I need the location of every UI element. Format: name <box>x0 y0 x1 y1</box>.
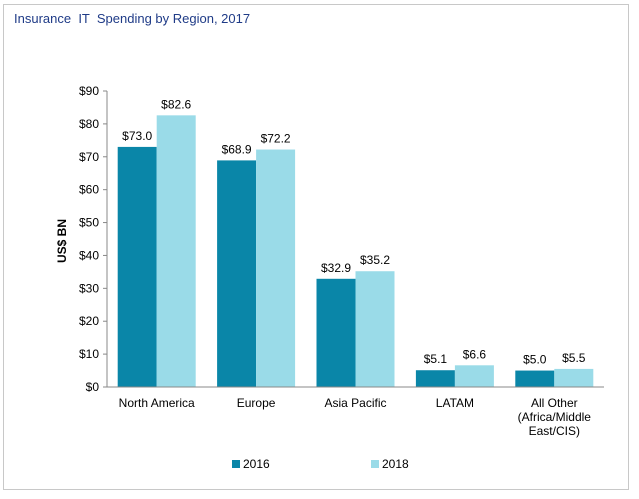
x-tick-label: Asia Pacific <box>324 396 386 410</box>
x-tick-label: North America <box>119 396 195 410</box>
bars: $73.0 $82.6 $68.9 $72.2 $32.9 $35.2 $5.1 $6.6 $5… <box>117 97 594 388</box>
x-tick-label: All Other (Africa/Middle East/CIS) <box>518 396 592 438</box>
legend: 2016 2018 <box>232 457 409 471</box>
y-tick-label: $50 <box>79 216 99 230</box>
bar-2016-1 <box>217 160 257 387</box>
data-label: $5.5 <box>562 351 586 365</box>
data-label: $5.1 <box>424 352 448 366</box>
y-tick-label: $70 <box>79 150 99 164</box>
y-tick-label: $80 <box>79 117 99 131</box>
data-label: $6.6 <box>463 347 487 361</box>
x-axis: North America Europe Asia Pacific LATAM All … <box>107 386 604 438</box>
y-tick-label: $0 <box>86 380 100 394</box>
y-tick-label: $20 <box>79 314 99 328</box>
x-tick-label: Europe <box>237 396 276 410</box>
legend-swatch-2016 <box>232 460 240 468</box>
data-label: $35.2 <box>360 253 390 267</box>
y-axis-label: US$ BN <box>55 219 69 263</box>
x-tick-label: LATAM <box>436 396 474 410</box>
legend-label-2018: 2018 <box>382 457 409 471</box>
bar-2016-4 <box>515 370 555 387</box>
data-label: $68.9 <box>222 142 252 156</box>
bar-2018-1 <box>256 149 296 387</box>
chart-title: Insurance IT Spending by Region, 2017 <box>14 11 251 26</box>
legend-label-2016: 2016 <box>243 457 270 471</box>
y-tick-label: $90 <box>79 84 99 98</box>
bar-2016-3 <box>415 370 455 387</box>
data-label: $72.2 <box>261 132 291 146</box>
y-tick-label: $60 <box>79 183 99 197</box>
y-tick-label: $10 <box>79 347 99 361</box>
bar-2018-3 <box>454 365 494 387</box>
bar-2016-2 <box>316 278 356 387</box>
bar-2016-0 <box>117 146 157 387</box>
y-axis: $0 $10 $20 $30 $40 $50 $60 $70 $80 $90 <box>79 84 108 394</box>
y-tick-label: $30 <box>79 281 99 295</box>
legend-swatch-2018 <box>371 460 379 468</box>
bar-2018-0 <box>156 115 196 388</box>
data-label: $73.0 <box>122 129 152 143</box>
data-label: $82.6 <box>161 97 191 111</box>
bar-2018-4 <box>554 368 594 387</box>
y-tick-label: $40 <box>79 248 99 262</box>
data-label: $32.9 <box>321 261 351 275</box>
data-label: $5.0 <box>523 353 547 367</box>
bar-2018-2 <box>355 271 395 387</box>
